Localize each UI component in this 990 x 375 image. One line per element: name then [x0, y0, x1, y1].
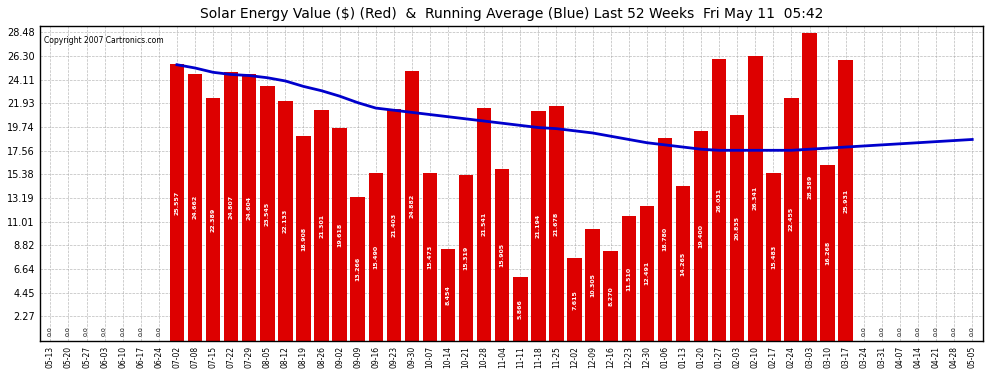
Bar — [532, 111, 545, 341]
Bar — [296, 136, 311, 341]
Text: 24.662: 24.662 — [192, 195, 197, 219]
Bar — [206, 98, 221, 341]
Text: 8.270: 8.270 — [608, 286, 613, 306]
Text: 0.0: 0.0 — [66, 326, 71, 336]
Text: 0.0: 0.0 — [879, 326, 884, 336]
Text: 18.908: 18.908 — [301, 226, 306, 251]
Text: 0.0: 0.0 — [897, 326, 903, 336]
Text: 0.0: 0.0 — [916, 326, 921, 336]
Bar — [350, 197, 365, 341]
Text: 18.780: 18.780 — [662, 227, 667, 251]
Text: 7.615: 7.615 — [572, 290, 577, 310]
Text: 22.455: 22.455 — [789, 207, 794, 231]
Text: 15.905: 15.905 — [500, 243, 505, 267]
Bar — [368, 173, 383, 341]
Text: 5.866: 5.866 — [518, 299, 523, 319]
Bar — [513, 278, 528, 341]
Text: 23.545: 23.545 — [264, 201, 270, 225]
Text: 0.0: 0.0 — [120, 326, 125, 336]
Text: 21.678: 21.678 — [554, 211, 559, 236]
Bar — [657, 138, 672, 341]
Bar — [477, 108, 491, 341]
Bar — [405, 71, 419, 341]
Text: 15.490: 15.490 — [373, 245, 378, 269]
Text: 15.483: 15.483 — [771, 245, 776, 269]
Text: 0.0: 0.0 — [139, 326, 144, 336]
Text: 26.031: 26.031 — [717, 188, 722, 212]
Text: 20.835: 20.835 — [735, 216, 740, 240]
Text: 19.400: 19.400 — [699, 224, 704, 248]
Bar — [766, 173, 781, 341]
Text: 8.454: 8.454 — [446, 285, 450, 305]
Text: 24.882: 24.882 — [410, 194, 415, 218]
Bar — [839, 60, 853, 341]
Bar — [333, 129, 346, 341]
Text: 0.0: 0.0 — [156, 326, 161, 336]
Text: 0.0: 0.0 — [934, 326, 939, 336]
Text: 12.491: 12.491 — [644, 261, 649, 285]
Bar — [242, 74, 256, 341]
Text: 19.618: 19.618 — [338, 223, 343, 247]
Bar — [802, 33, 817, 341]
Bar — [694, 131, 708, 341]
Text: 22.133: 22.133 — [283, 209, 288, 233]
Text: 25.557: 25.557 — [174, 190, 179, 214]
Bar — [278, 101, 293, 341]
Bar — [386, 109, 401, 341]
Text: 0.0: 0.0 — [861, 326, 866, 336]
Text: 0.0: 0.0 — [84, 326, 89, 336]
Text: 16.268: 16.268 — [825, 241, 830, 265]
Text: 0.0: 0.0 — [970, 326, 975, 336]
Text: 24.807: 24.807 — [229, 195, 234, 219]
Bar — [730, 115, 744, 341]
Bar — [441, 249, 455, 341]
Text: 22.389: 22.389 — [211, 207, 216, 232]
Bar — [821, 165, 835, 341]
Text: 15.319: 15.319 — [463, 246, 468, 270]
Bar — [585, 230, 600, 341]
Bar — [169, 64, 184, 341]
Text: 25.931: 25.931 — [843, 188, 848, 213]
Text: 26.341: 26.341 — [752, 186, 757, 210]
Bar — [459, 175, 473, 341]
Title: Solar Energy Value ($) (Red)  &  Running Average (Blue) Last 52 Weeks  Fri May 1: Solar Energy Value ($) (Red) & Running A… — [200, 7, 823, 21]
Text: 11.510: 11.510 — [627, 267, 632, 291]
Text: 24.604: 24.604 — [247, 196, 251, 220]
Text: 21.403: 21.403 — [391, 213, 396, 237]
Text: 13.266: 13.266 — [355, 257, 360, 281]
Text: Copyright 2007 Cartronics.com: Copyright 2007 Cartronics.com — [45, 36, 164, 45]
Text: 21.301: 21.301 — [319, 213, 324, 238]
Bar — [188, 74, 202, 341]
Bar — [784, 98, 799, 341]
Bar — [495, 169, 510, 341]
Bar — [748, 56, 762, 341]
Bar — [423, 173, 438, 341]
Text: 14.265: 14.265 — [680, 252, 685, 276]
Bar — [314, 110, 329, 341]
Bar — [622, 216, 636, 341]
Text: 28.389: 28.389 — [807, 175, 812, 200]
Bar — [224, 72, 239, 341]
Text: 15.473: 15.473 — [428, 245, 433, 269]
Bar — [604, 251, 618, 341]
Text: 0.0: 0.0 — [951, 326, 956, 336]
Text: 0.0: 0.0 — [102, 326, 107, 336]
Bar — [549, 106, 563, 341]
Bar — [260, 86, 274, 341]
Bar — [567, 258, 582, 341]
Bar — [676, 186, 690, 341]
Text: 21.194: 21.194 — [536, 214, 541, 238]
Bar — [712, 59, 727, 341]
Bar — [640, 206, 654, 341]
Text: 10.305: 10.305 — [590, 273, 595, 297]
Text: 0.0: 0.0 — [48, 326, 52, 336]
Text: 21.541: 21.541 — [482, 212, 487, 236]
